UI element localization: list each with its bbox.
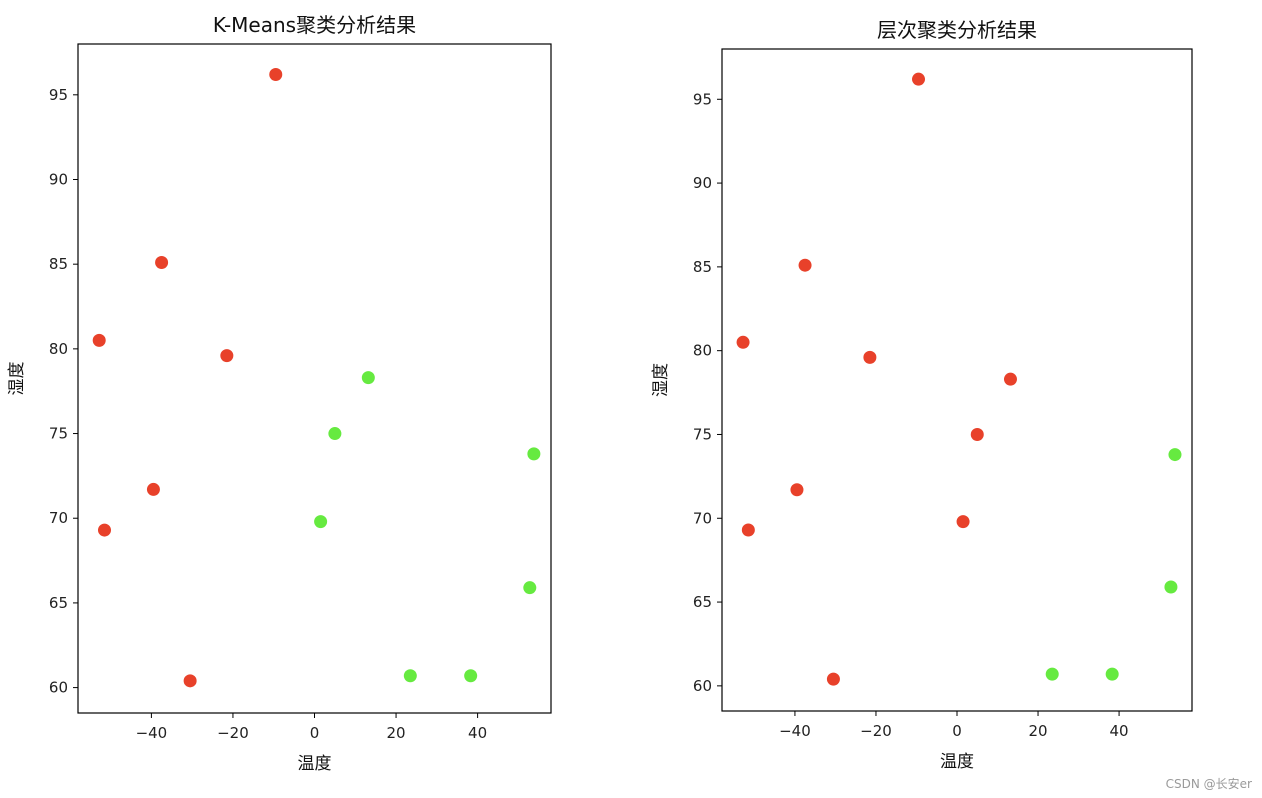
data-point-red bbox=[146, 482, 160, 496]
data-point-green bbox=[1168, 448, 1182, 462]
y-tick-label: 70 bbox=[49, 509, 68, 527]
points bbox=[736, 72, 1182, 686]
y-tick-label: 85 bbox=[693, 258, 712, 276]
chart-title: 层次聚类分析结果 bbox=[877, 18, 1037, 42]
data-point-green bbox=[361, 371, 375, 385]
data-point-red bbox=[912, 72, 926, 86]
data-point-red bbox=[183, 674, 197, 688]
x-tick-label: −40 bbox=[136, 724, 168, 742]
y-ticks: 60 65 70 75 80 85 90 95 bbox=[49, 86, 78, 697]
data-point-green bbox=[1105, 667, 1119, 681]
x-tick-label: 20 bbox=[387, 724, 406, 742]
data-point-green bbox=[403, 669, 417, 683]
x-ticks: −40 −20 0 20 40 bbox=[779, 711, 1129, 740]
x-ticks: −40 −20 0 20 40 bbox=[136, 713, 487, 742]
data-point-red bbox=[1003, 372, 1017, 386]
data-point-red bbox=[956, 515, 970, 529]
y-tick-label: 90 bbox=[49, 170, 68, 188]
data-point-red bbox=[736, 335, 750, 349]
y-axis-label: 湿度 bbox=[651, 363, 671, 397]
y-tick-label: 80 bbox=[693, 342, 712, 360]
y-tick-label: 70 bbox=[693, 509, 712, 527]
data-point-red bbox=[826, 672, 840, 686]
y-ticks: 60 65 70 75 80 85 90 95 bbox=[693, 90, 722, 695]
data-point-red bbox=[220, 349, 234, 363]
data-point-green bbox=[464, 669, 478, 683]
x-tick-label: 20 bbox=[1028, 722, 1047, 740]
data-point-red bbox=[863, 350, 877, 364]
x-tick-label: −20 bbox=[217, 724, 249, 742]
data-point-red bbox=[155, 255, 169, 269]
chart-title: K-Means聚类分析结果 bbox=[213, 13, 416, 37]
y-tick-label: 65 bbox=[49, 594, 68, 612]
x-axis-label: 温度 bbox=[298, 754, 332, 774]
y-axis-label: 湿度 bbox=[7, 362, 27, 396]
data-point-green bbox=[1045, 667, 1059, 681]
data-point-green bbox=[328, 427, 342, 441]
y-tick-label: 85 bbox=[49, 255, 68, 273]
data-point-red bbox=[970, 427, 984, 441]
y-tick-label: 75 bbox=[693, 425, 712, 443]
data-point-red bbox=[741, 523, 755, 537]
x-tick-label: 0 bbox=[952, 722, 962, 740]
x-tick-label: 0 bbox=[310, 724, 320, 742]
data-point-green bbox=[523, 581, 537, 595]
y-tick-label: 60 bbox=[49, 679, 68, 697]
y-tick-label: 90 bbox=[693, 174, 712, 192]
x-axis-label: 温度 bbox=[940, 752, 974, 772]
data-point-red bbox=[798, 258, 812, 272]
hierarchical-chart: 层次聚类分析结果 温度 湿度 −40 −20 0 20 40 60 65 70 75 80 85 9… bbox=[651, 18, 1193, 772]
y-tick-label: 60 bbox=[693, 677, 712, 695]
data-point-green bbox=[1164, 580, 1178, 594]
plot-frame bbox=[77, 43, 552, 714]
y-tick-label: 95 bbox=[693, 90, 712, 108]
y-tick-label: 65 bbox=[693, 593, 712, 611]
watermark: CSDN @长安er bbox=[1165, 777, 1252, 791]
x-tick-label: −40 bbox=[779, 722, 811, 740]
y-tick-label: 80 bbox=[49, 340, 68, 358]
data-point-red bbox=[92, 333, 106, 347]
x-tick-label: −20 bbox=[860, 722, 892, 740]
y-tick-label: 75 bbox=[49, 425, 68, 443]
data-point-red bbox=[269, 67, 283, 81]
y-tick-label: 95 bbox=[49, 86, 68, 104]
x-tick-label: 40 bbox=[468, 724, 487, 742]
kmeans-chart: K-Means聚类分析结果 温度 湿度 −40 −20 0 20 40 60 65 70 75… bbox=[7, 13, 552, 774]
data-point-red bbox=[98, 523, 112, 537]
data-point-green bbox=[527, 447, 541, 461]
data-point-green bbox=[314, 515, 328, 529]
x-tick-label: 40 bbox=[1110, 722, 1129, 740]
points bbox=[92, 67, 541, 688]
data-point-red bbox=[790, 483, 804, 497]
plot-frame bbox=[721, 48, 1193, 712]
